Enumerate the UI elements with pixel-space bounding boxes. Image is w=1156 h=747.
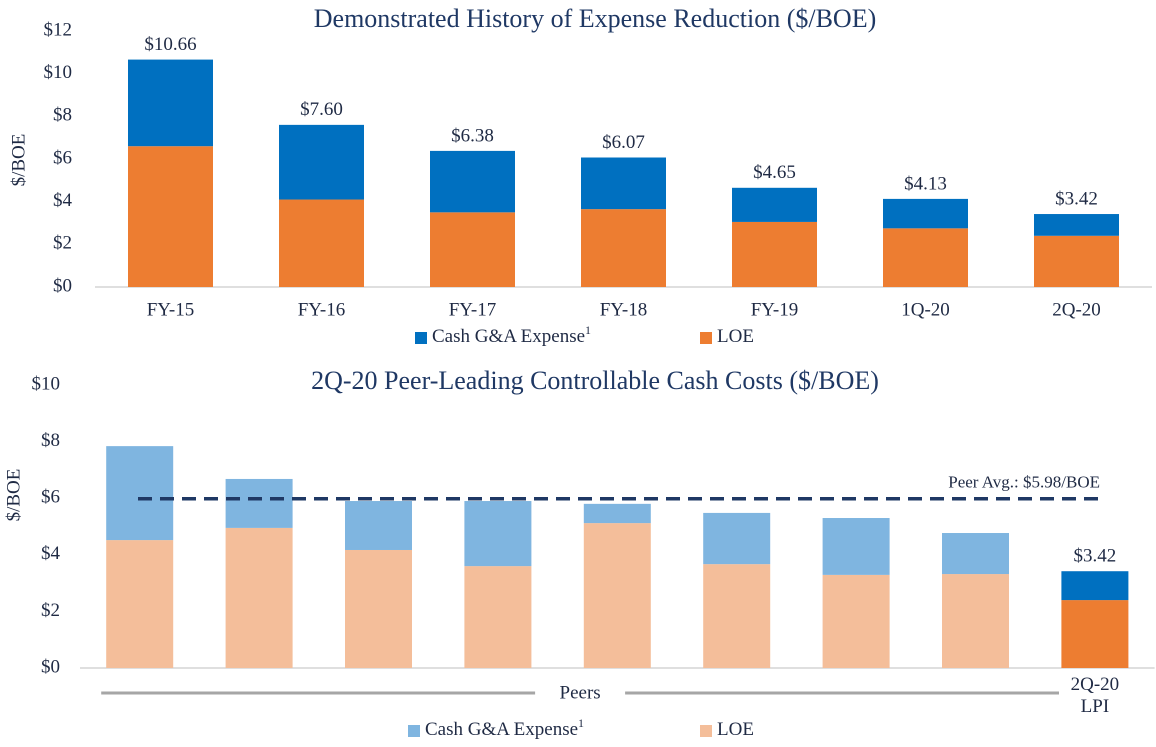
y-tick-label: $10 <box>44 62 73 83</box>
total-label: $3.42 <box>1055 188 1098 209</box>
y-tick-label: $8 <box>41 430 60 451</box>
bar-segment <box>128 146 213 287</box>
bar-segment <box>703 564 771 668</box>
legend-name: LOE <box>717 326 754 347</box>
bar-segment <box>464 566 532 668</box>
chart-title: 2Q-20 Peer-Leading Controllable Cash Cos… <box>311 366 879 395</box>
bar-segment <box>732 187 817 222</box>
x-tick-label: 1Q-20 <box>901 299 950 320</box>
total-label: $10.66 <box>144 34 196 55</box>
total-label: $4.65 <box>753 162 796 183</box>
legend-swatch <box>700 725 712 737</box>
bar-segment <box>822 574 890 668</box>
legend-footnote: 1 <box>578 716 584 730</box>
bar-segment <box>581 209 666 287</box>
bar-segment <box>225 527 293 668</box>
legend-name: Cash G&A Expense <box>425 719 578 740</box>
bar-segment <box>583 503 651 524</box>
bar-segment <box>883 228 968 287</box>
bar-segment <box>822 518 890 575</box>
bar-segment <box>106 540 174 668</box>
x-tick-label: FY-19 <box>751 299 799 320</box>
legend-footnote: 1 <box>585 323 591 337</box>
group-label: Peers <box>560 682 601 703</box>
y-axis-label: $/BOE <box>3 469 24 522</box>
x-tick-label: FY-16 <box>298 299 346 320</box>
bar-segment <box>430 212 515 287</box>
legend-label: Cash G&A Expense1 <box>432 323 591 348</box>
total-label: $6.38 <box>451 125 494 146</box>
bar-segment <box>703 512 771 565</box>
x-tick-label-line: 2Q-20 <box>1071 674 1120 695</box>
bar-segment <box>581 157 666 210</box>
bar-segment <box>128 59 213 147</box>
bar-segment <box>1061 571 1129 601</box>
bar-segment <box>279 199 364 287</box>
y-tick-label: $0 <box>41 656 60 677</box>
y-tick-label: $6 <box>41 487 60 508</box>
total-label: $6.07 <box>602 132 645 153</box>
bar-segment <box>345 501 412 550</box>
x-tick-label: FY-18 <box>600 299 648 320</box>
legend-swatch <box>700 332 712 344</box>
bar-segment <box>106 446 174 541</box>
chart-title: Demonstrated History of Expense Reductio… <box>314 4 877 33</box>
bar-segment <box>1061 600 1129 668</box>
y-tick-label: $4 <box>53 190 73 211</box>
legend-label: Cash G&A Expense1 <box>425 716 584 741</box>
bar-segment <box>430 150 515 213</box>
legend-name: Cash G&A Expense <box>432 326 585 347</box>
x-tick-label: 2Q-20 <box>1052 299 1101 320</box>
bar-segment <box>883 198 968 229</box>
y-tick-label: $12 <box>44 19 73 40</box>
y-axis-label: $/BOE <box>8 134 29 187</box>
bar-segment <box>942 533 1009 575</box>
bar-segment <box>345 549 412 668</box>
bar-segment <box>732 221 817 287</box>
bar-segment <box>279 124 364 200</box>
bar-segment <box>1034 235 1119 287</box>
bar-segment <box>583 523 651 668</box>
bar-segment <box>1034 214 1119 236</box>
legend-label: LOE <box>717 719 754 740</box>
x-tick-label: FY-15 <box>147 299 195 320</box>
x-tick-label: 2Q-20 LPI <box>1071 674 1120 717</box>
y-tick-label: $8 <box>53 105 72 126</box>
bar-segment <box>225 478 293 528</box>
total-label: $3.42 <box>1074 546 1117 567</box>
y-tick-label: $10 <box>32 373 61 394</box>
legend-swatch <box>415 332 427 344</box>
total-label: $7.60 <box>300 99 343 120</box>
y-tick-label: $2 <box>41 600 60 621</box>
y-tick-label: $6 <box>53 147 72 168</box>
reference-label: Peer Avg.: $5.98/BOE <box>948 473 1100 492</box>
legend-name: LOE <box>717 719 754 740</box>
y-tick-label: $4 <box>41 543 61 564</box>
x-tick-label: FY-17 <box>449 299 497 320</box>
legend-swatch <box>408 725 420 737</box>
bar-segment <box>942 574 1009 668</box>
legend-label: LOE <box>717 326 754 347</box>
total-label: $4.13 <box>904 173 947 194</box>
bar-segment <box>464 501 532 567</box>
x-tick-label-line: LPI <box>1081 696 1110 717</box>
y-tick-label: $2 <box>53 233 72 254</box>
y-tick-label: $0 <box>53 275 72 296</box>
